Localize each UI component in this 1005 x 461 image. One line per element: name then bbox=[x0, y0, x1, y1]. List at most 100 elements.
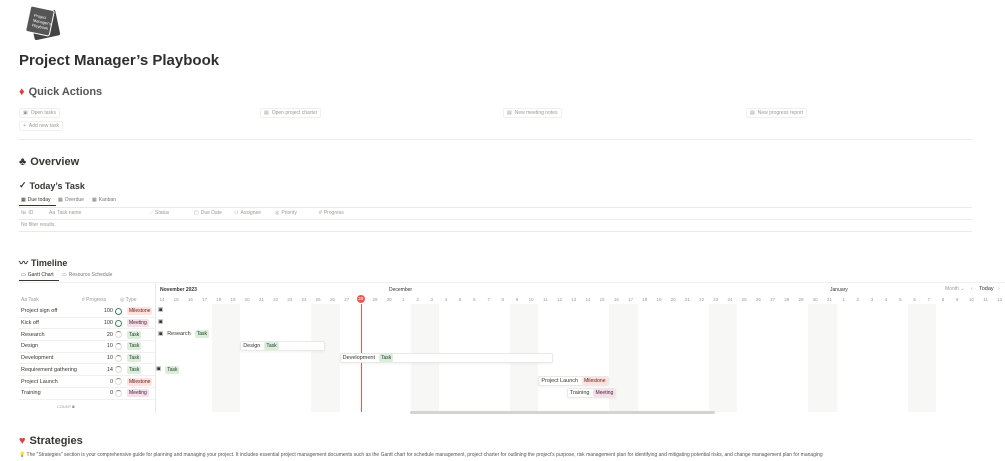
task-name: Project sign off bbox=[21, 308, 58, 315]
weekend-shade bbox=[226, 304, 241, 412]
col-progress[interactable]: # Progress bbox=[82, 297, 107, 303]
day-label: 7 bbox=[927, 297, 931, 302]
day-label: 10 bbox=[968, 297, 974, 302]
gantt-bar[interactable]: Project Launch Milestone bbox=[538, 376, 609, 387]
col-task[interactable]: Aa Task bbox=[21, 297, 39, 303]
tab-overdue[interactable]: ▦ Overdue bbox=[58, 197, 84, 203]
day-label: 24 bbox=[301, 297, 307, 302]
task-name: Development bbox=[21, 355, 54, 362]
open-project-charter-button[interactable]: ▤ Open project charter bbox=[260, 108, 322, 118]
col-priority[interactable]: ◎ Priority bbox=[275, 210, 297, 216]
progress-value: 14 bbox=[106, 366, 113, 373]
day-label: 22 bbox=[273, 297, 279, 302]
gantt-bar[interactable]: Design Task bbox=[240, 341, 326, 352]
day-label: 12 bbox=[997, 297, 1003, 302]
month-label: November 2023 bbox=[160, 287, 197, 293]
diamond-icon: ♦ bbox=[19, 86, 25, 98]
task-name: Training bbox=[21, 390, 41, 397]
col-type[interactable]: ◎ Type bbox=[120, 297, 137, 303]
weekend-shade bbox=[921, 304, 936, 412]
document-icon: ▤ bbox=[507, 110, 512, 116]
type-tag: Task bbox=[127, 354, 142, 363]
page-icon[interactable]: ▣ bbox=[158, 318, 164, 325]
horizontal-scrollbar[interactable] bbox=[410, 411, 715, 414]
table-row[interactable]: Research 20 Task bbox=[19, 329, 155, 342]
weekend-shade bbox=[623, 304, 638, 412]
page-icon: ▣ bbox=[158, 331, 164, 338]
timeline-heading: 〰 Timeline bbox=[19, 257, 68, 269]
day-label: 18 bbox=[216, 297, 222, 302]
progress-ring-icon bbox=[115, 342, 122, 350]
gantt-bar[interactable]: Development Task bbox=[339, 352, 553, 363]
progress-value: 100 bbox=[103, 320, 113, 327]
month-label: December bbox=[389, 287, 413, 293]
day-label: 20 bbox=[670, 297, 676, 302]
page-icon[interactable]: ▣ bbox=[158, 307, 164, 313]
board-icon: ▦ bbox=[92, 197, 97, 203]
day-label: 14 bbox=[159, 297, 165, 302]
table-row[interactable]: Project sign off 100 Milestone bbox=[19, 306, 155, 318]
calendar-icon: ▢ bbox=[194, 210, 199, 216]
plus-icon: + bbox=[23, 123, 26, 129]
table-top-border bbox=[19, 207, 972, 208]
col-progress[interactable]: # Progress bbox=[319, 210, 344, 216]
day-label: 15 bbox=[173, 297, 179, 302]
divider bbox=[19, 139, 972, 140]
col-task-name[interactable]: Aa Task name bbox=[49, 210, 82, 216]
day-label: 24 bbox=[727, 297, 733, 302]
gantt-bar[interactable]: ▣ Task bbox=[156, 365, 180, 374]
weekend-shade bbox=[822, 304, 837, 412]
day-label: 19 bbox=[230, 297, 236, 302]
open-tasks-button[interactable]: ▣ Open tasks bbox=[19, 108, 61, 118]
day-label: 29 bbox=[798, 297, 804, 302]
table-row[interactable]: Requirement gathering 14 Task bbox=[19, 365, 155, 377]
tab-due-today[interactable]: ▦ Due today bbox=[21, 197, 51, 203]
text-icon: Aa bbox=[49, 210, 56, 216]
task-name: Design bbox=[21, 343, 39, 350]
tab-resource-schedule[interactable]: ▭ Resource Schedule bbox=[62, 272, 113, 278]
table-row[interactable]: Project Launch 0 Milestone bbox=[19, 376, 155, 388]
new-meeting-notes-button[interactable]: ▤ New meeting notes bbox=[503, 108, 562, 118]
progress-value: 10 bbox=[106, 343, 113, 350]
day-label: 17 bbox=[202, 297, 208, 302]
new-progress-report-button[interactable]: ▤ New progress report bbox=[746, 108, 808, 118]
tab-gantt-chart[interactable]: ▭ Gantt Chart bbox=[21, 272, 54, 278]
weekend-shade bbox=[708, 304, 723, 412]
next-button[interactable]: › bbox=[998, 286, 1000, 292]
table-row[interactable]: Kick off 100 Meeting bbox=[19, 318, 155, 330]
table-row[interactable]: Training 0 Meeting bbox=[19, 388, 155, 400]
weekend-shade bbox=[325, 304, 340, 412]
strategies-callout: 💡 The "Strategies" section is your compr… bbox=[19, 452, 823, 458]
table-row[interactable]: Design 10 Task bbox=[19, 341, 155, 353]
day-label: 27 bbox=[344, 297, 350, 302]
task-name: Requirement gathering bbox=[21, 366, 77, 373]
day-label: 6 bbox=[473, 297, 476, 302]
day-label: 5 bbox=[899, 297, 902, 302]
quick-actions-heading: ♦ Quick Actions bbox=[19, 86, 103, 98]
svg-text:Manager's: Manager's bbox=[33, 18, 52, 27]
col-status[interactable]: ◌ Status bbox=[150, 210, 170, 216]
number-icon: # bbox=[319, 210, 322, 216]
tab-kanban[interactable]: ▦ Kanban bbox=[92, 197, 116, 203]
today-button[interactable]: Today bbox=[979, 286, 994, 292]
select-icon: ◎ bbox=[275, 210, 280, 216]
table-bottom-border bbox=[19, 231, 972, 232]
gantt-bar[interactable]: ▣ Research Task bbox=[158, 330, 210, 339]
view-select[interactable]: Month ⌄ bbox=[945, 286, 965, 292]
type-tag: Meeting bbox=[127, 389, 149, 398]
day-label: 4 bbox=[884, 297, 888, 302]
prev-button[interactable]: ‹ bbox=[971, 286, 973, 292]
add-new-task-button[interactable]: + Add new task bbox=[19, 121, 63, 131]
progress-ring-icon bbox=[115, 307, 122, 315]
col-due-date[interactable]: ▢ Due Date bbox=[194, 210, 222, 216]
col-assignee[interactable]: ⚇ Assignee bbox=[234, 210, 262, 216]
table-row[interactable]: Development 10 Task bbox=[19, 353, 155, 365]
heart-icon: ♥ bbox=[19, 435, 26, 447]
gantt-bar[interactable]: Training Meeting bbox=[566, 387, 617, 398]
progress-value: 0 bbox=[109, 378, 113, 385]
col-id[interactable]: № ID bbox=[21, 210, 34, 216]
progress-value: 0 bbox=[109, 390, 113, 397]
progress-ring-icon bbox=[115, 389, 122, 397]
type-tag: Milestone bbox=[127, 377, 153, 386]
